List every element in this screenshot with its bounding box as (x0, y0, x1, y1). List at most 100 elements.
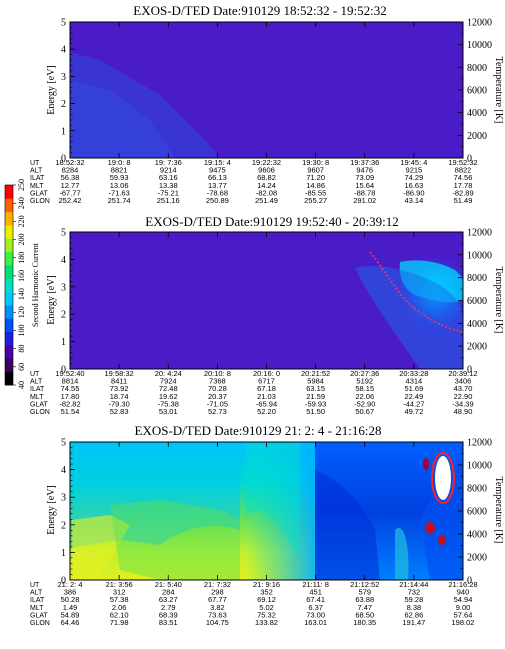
ephemeris-value: 21: 7:32 (204, 580, 231, 589)
colorbar-segment (5, 265, 13, 279)
ephemeris-value: -78.68 (207, 188, 228, 197)
ephemeris-value: -88.78 (354, 188, 375, 197)
ephemeris-value: 17.80 (61, 392, 80, 401)
ephemeris-value: 21: 2: 4 (57, 580, 82, 589)
ephemeris-value: 69.12 (257, 595, 276, 604)
ephemeris-value: 250.89 (206, 196, 229, 205)
ephemeris-value: 19:45: 4 (400, 158, 427, 167)
ephemeris-value: 59.28 (404, 595, 423, 604)
ephemeris-value: 70.28 (208, 384, 227, 393)
energy-tick-label: 5 (61, 228, 66, 239)
energy-tick-label: 3 (61, 72, 66, 83)
ephemeris-value: 2.06 (112, 603, 127, 612)
ephemeris-value: -44.27 (403, 399, 424, 408)
ephemeris-value: 7924 (160, 377, 177, 386)
ephemeris-value: 298 (211, 588, 224, 597)
ephemeris-value: 19:58:32 (105, 369, 134, 378)
colorbar-segment (5, 291, 13, 306)
colorbar-tick-label: 200 (17, 234, 26, 246)
ephemeris-key: UT (30, 582, 40, 589)
panel-2-ylabel: Energy [eV] (46, 275, 57, 325)
ephemeris-value: 21:12:52 (350, 580, 379, 589)
panel-3-dark-blue-region (315, 470, 380, 580)
ephemeris-value: 21:14:44 (399, 580, 428, 589)
ephemeris-value: 732 (408, 588, 421, 597)
ephemeris-value: 21: 9:16 (253, 580, 280, 589)
ephemeris-value: 52.20 (257, 407, 276, 416)
ephemeris-value: 15.64 (355, 181, 374, 190)
energy-tick-label: 2 (61, 310, 66, 321)
ephemeris-key: UT (30, 160, 40, 167)
ephemeris-value: 104.75 (206, 618, 229, 627)
temperature-tick-label: 6000 (467, 507, 487, 518)
ephemeris-value: 58.15 (355, 384, 374, 393)
ephemeris-value: 19:52:32 (448, 158, 477, 167)
ephemeris-value: 180.35 (353, 618, 376, 627)
colorbar-segment (5, 185, 13, 199)
ephemeris-value: 191.47 (402, 618, 425, 627)
colorbar-tick-label: 220 (17, 215, 26, 227)
colorbar-segment (5, 238, 13, 253)
ephemeris-value: 9476 (356, 166, 373, 175)
ephemeris-value: 255.27 (304, 196, 327, 205)
ephemeris-value: 67.41 (306, 595, 325, 604)
ephemeris-value: 51.69 (404, 384, 423, 393)
temperature-tick-label: 12000 (467, 18, 492, 29)
ephemeris-key: GLAT (30, 401, 48, 408)
ephemeris-value: 71.20 (306, 173, 325, 182)
ephemeris-value: 21.59 (306, 392, 325, 401)
panel-1-inner-wedge (70, 80, 175, 158)
energy-tick-label: 5 (61, 18, 66, 29)
ephemeris-value: 9475 (209, 166, 226, 175)
panel-2-temperature-trace (369, 251, 464, 333)
ephemeris-key: GLAT (30, 612, 48, 619)
ephemeris-value: 64.46 (61, 618, 80, 627)
ephemeris-value: 63.15 (306, 384, 325, 393)
temperature-tick-label: 4000 (467, 319, 487, 330)
temperature-tick-label: 6000 (467, 86, 487, 97)
energy-tick-label: 0 (61, 154, 66, 165)
panel-2: EXOS-D/TED Date:910129 19:52:40 - 20:39:… (30, 214, 504, 416)
ephemeris-value: 251.74 (108, 196, 131, 205)
ephemeris-value: -52.90 (354, 399, 375, 408)
ephemeris-key: MLT (30, 183, 44, 190)
ephemeris-value: 20:39:12 (448, 369, 477, 378)
ephemeris-value: 18.74 (110, 392, 129, 401)
ephemeris-value: 19:0: 8 (108, 158, 131, 167)
ephemeris-value: 48.90 (454, 407, 473, 416)
ephemeris-value: 19:15: 4 (204, 158, 231, 167)
ephemeris-value: 68.50 (355, 610, 374, 619)
energy-tick-label: 0 (61, 365, 66, 376)
ephemeris-value: 52.73 (208, 407, 227, 416)
ephemeris-value: 20:10: 8 (204, 369, 231, 378)
temperature-tick-label: 12000 (467, 438, 492, 449)
ephemeris-value: 67.18 (257, 384, 276, 393)
ephemeris-value: 18:52:32 (55, 158, 84, 167)
ephemeris-value: 133.82 (255, 618, 278, 627)
ephemeris-value: 21: 5:40 (155, 580, 182, 589)
ephemeris-value: 67.77 (208, 595, 227, 604)
ephemeris-value: 3.82 (210, 603, 225, 612)
ephemeris-value: 291.02 (353, 196, 376, 205)
ephemeris-value: -85.55 (305, 188, 326, 197)
ephemeris-key: UT (30, 371, 40, 378)
ephemeris-value: 74.29 (404, 173, 423, 182)
ephemeris-value: 579 (358, 588, 371, 597)
panel-1: EXOS-D/TED Date:910129 18:52:32 - 19:52:… (30, 3, 504, 205)
panel-3-red-spot-3 (423, 458, 429, 470)
temperature-tick-label: 0 (467, 154, 472, 165)
ephemeris-key: GLAT (30, 190, 48, 197)
ephemeris-value: 43.70 (454, 384, 473, 393)
colorbar-tick-label: 100 (17, 324, 26, 336)
ephemeris-key: MLT (30, 605, 44, 612)
ephemeris-value: 68.39 (159, 610, 178, 619)
panel-3-cyan-spike (395, 528, 409, 580)
ephemeris-value: -75.21 (158, 188, 179, 197)
colorbar-frame (4, 184, 14, 386)
temperature-tick-label: 10000 (467, 250, 492, 261)
colorbar-tick-label: 160 (17, 270, 26, 282)
ephemeris-value: 19: 7:36 (155, 158, 182, 167)
ephemeris-value: 20:21:52 (301, 369, 330, 378)
ephemeris-key: GLON (30, 198, 50, 205)
temperature-tick-label: 8000 (467, 273, 487, 284)
